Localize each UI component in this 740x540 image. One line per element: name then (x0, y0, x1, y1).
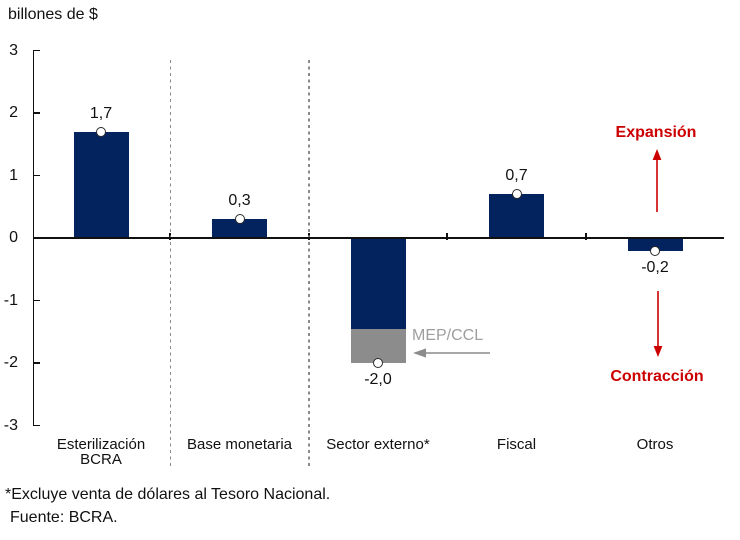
category-label: Fiscal (496, 436, 537, 453)
expansion-label: Expansión (615, 124, 697, 141)
y-tick (33, 299, 40, 302)
mep-ccl-arrow-left-icon (413, 348, 490, 358)
marker-circle (511, 189, 522, 200)
value-label: 0,3 (228, 192, 251, 210)
value-label: -2,0 (364, 371, 392, 388)
mep-ccl-label: MEP/CCL (412, 327, 484, 344)
separator-dashed-line (308, 60, 310, 467)
y-tick-label: 2 (9, 104, 18, 121)
y-tick (33, 112, 40, 114)
bar-fiscal (489, 194, 544, 238)
y-tick-label: 3 (9, 41, 18, 59)
source-note: Fuente: BCRA. (10, 509, 118, 526)
bar-segment-mep-ccl (350, 328, 406, 363)
y-tick-label: -2 (3, 354, 18, 371)
category-boundary-tick (446, 232, 449, 240)
bar-esterilizaci-n-bcra (73, 131, 129, 238)
y-tick (33, 362, 40, 364)
value-label: 0,7 (505, 167, 528, 185)
category-label: Otros (636, 436, 674, 453)
category-label: Base monetaria (186, 436, 293, 453)
contraction-label: Contracción (610, 368, 704, 385)
value-label: -0,2 (641, 258, 669, 276)
category-boundary-tick (584, 232, 587, 240)
marker-circle (373, 358, 383, 368)
footnote: *Excluye venta de dólares al Tesoro Naci… (5, 486, 331, 503)
contraction-arrow-down-icon (653, 291, 663, 357)
y-tick-label: -3 (3, 416, 18, 434)
axis-unit-title: billones de $ (8, 6, 98, 23)
expansion-arrow-up-icon (652, 149, 662, 212)
y-tick-label: 1 (9, 166, 18, 184)
value-label: 1,7 (89, 104, 113, 122)
marker-circle (650, 245, 660, 256)
separator-dashed-line (169, 60, 171, 467)
bar-otros (627, 238, 683, 251)
y-tick-label: -1 (3, 291, 18, 309)
y-tick (33, 424, 40, 427)
y-tick-label: 0 (9, 229, 18, 246)
y-tick (33, 49, 40, 52)
bar-base-monetaria (212, 219, 267, 238)
marker-circle (234, 214, 245, 225)
marker-circle (96, 126, 106, 137)
zero-line (32, 237, 724, 239)
category-label: Sector externo* (326, 436, 430, 453)
y-tick (33, 174, 40, 177)
category-label: Esterilización BCRA (56, 436, 146, 468)
